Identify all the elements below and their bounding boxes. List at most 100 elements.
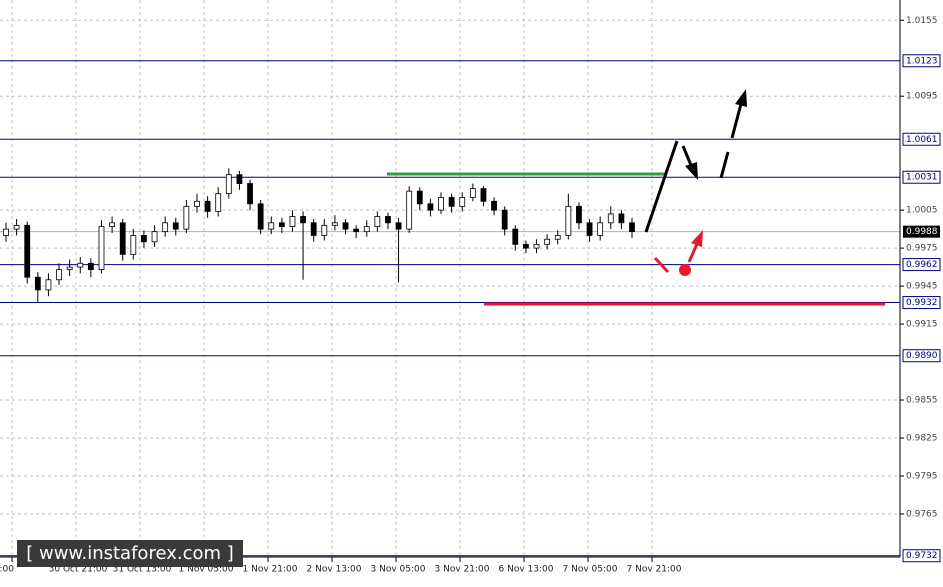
y-tick-label: 0.9975 [906,244,938,254]
x-tick-label: 30 Oct 21:00 [49,565,108,575]
candle-body [565,205,572,236]
y-tick-label: 0.9765 [906,509,938,519]
level-label: 0.9962 [906,260,938,270]
candle-body [3,228,9,236]
watermark-box [17,540,243,567]
candle-body [363,226,370,233]
x-tick-label: 3 Nov 21:00 [435,565,490,575]
candle-body [45,279,52,291]
grid [0,0,900,557]
candle-body [215,193,222,212]
y-tick-label: 0.9915 [906,320,938,330]
candle-body [385,216,391,224]
x-tick-label: 6 Nov 13:00 [499,565,554,575]
alt-forecast-dot [679,264,691,276]
candle-body [172,222,179,230]
candle-body [151,231,158,243]
forecast-arrow [730,103,743,139]
arrow-head [735,89,747,107]
candle-body [576,205,582,224]
y-tick-label: 0.9825 [906,434,938,444]
x-tick-label: 1 Nov 05:00 [179,565,234,575]
candle-body [469,188,476,198]
candle-body [554,235,561,240]
candle-body [225,174,232,195]
x-tick-label: 7 Nov 21:00 [627,565,682,575]
y-tick-label: 0.9795 [906,471,938,481]
candle-body [342,222,349,230]
candle-body [268,222,275,230]
candle-body [480,188,487,202]
candle-body [332,222,338,226]
level-label-box [902,54,941,68]
y-tick-label: 1.0005 [906,206,938,216]
level-label-box [902,296,941,310]
x-tick-label: 2 Nov 13:00 [307,565,362,575]
x-tick-label: 05:00 [0,565,14,575]
candle-body [522,243,529,249]
candle-body [278,222,285,227]
candle-body [130,235,137,255]
x-tick-label: 31 Oct 13:00 [113,565,172,575]
x-tick-label: 3 Nov 05:00 [371,565,426,575]
alt-forecast-arrow [653,256,670,274]
candle-body [438,197,444,211]
candle-body [183,205,190,230]
level-label-box [902,170,941,184]
candle-body [24,224,31,278]
axis-labels: 1.0155 1.0095 1.0005 0.9975 0.9945 0.9915 0.98… [0,16,941,575]
candle-body [13,224,20,230]
level-label: 0.9932 [906,298,938,308]
candle-body [310,222,317,236]
candle-body [98,226,105,271]
candle-body [353,228,360,233]
candle-body [512,228,519,245]
candle-body [459,197,466,207]
candle-body [597,222,604,236]
candle-body [374,216,381,227]
candle-body [257,203,264,230]
candle-body [141,235,147,243]
levels [0,60,900,557]
candle-body [300,216,306,224]
level-label-box [902,349,941,363]
candle-body [87,262,94,271]
forecast-drawings [387,89,885,306]
x-tick-label: 7 Nov 05:00 [563,565,618,575]
level-label: 0.9732 [906,551,938,561]
candle-body [204,200,211,212]
candle-body [77,262,84,268]
candle-body [34,276,41,291]
x-tick-label: 1 Nov 21:00 [243,565,298,575]
candle-body [109,222,116,227]
level-label: 1.0123 [906,56,938,66]
alt-forecast-arrow [687,243,699,263]
candle-body [395,222,402,230]
y-tick-label: 1.0155 [906,16,938,26]
forecast-arrow [719,151,730,179]
candle-body [66,266,73,271]
candle-body [491,200,497,211]
arrow-head [691,230,703,247]
candle-body [321,224,328,236]
candle-body [416,190,423,205]
level-label-box [902,132,941,146]
watermark: [ www.instaforex.com ] [17,540,243,567]
level-label: 1.0031 [906,173,938,183]
current-price-box [903,225,940,238]
arrow-head [685,162,698,180]
candle-body [162,222,169,233]
candles [3,168,635,303]
candle-body [427,203,434,211]
y-tick-label: 1.0095 [906,92,938,102]
candle-body [501,209,508,230]
candle-body [629,222,635,233]
candle-body [618,213,625,224]
candle-body [289,216,296,227]
candle-body [247,183,253,205]
candle-body [448,197,455,207]
candle-body [119,222,126,255]
candle-body [586,222,593,236]
